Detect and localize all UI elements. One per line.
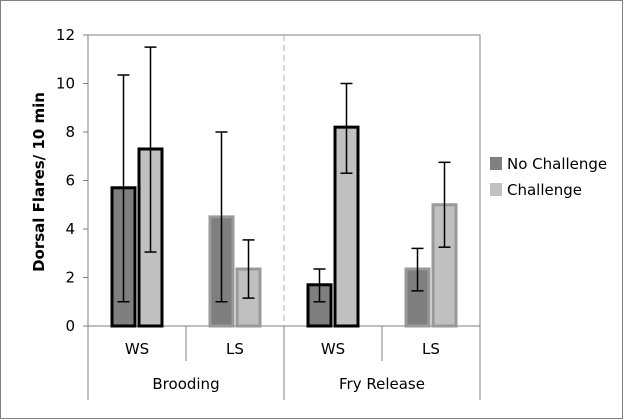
y-tick-label: 10 <box>56 75 75 93</box>
y-tick-label: 0 <box>65 317 75 335</box>
group-label: Fry Release <box>339 375 425 393</box>
y-tick-label: 8 <box>65 123 75 141</box>
y-tick-label: 12 <box>56 26 75 44</box>
category-label: LS <box>226 340 244 358</box>
error-bars <box>117 46 451 303</box>
bars <box>110 125 458 328</box>
category-axis: WS LS WS LS Brooding Fry Release <box>87 326 481 400</box>
axes: 0 2 4 6 8 10 12 <box>56 26 285 335</box>
category-label: LS <box>422 340 440 358</box>
legend: No Challenge Challenge <box>490 155 607 199</box>
y-tick-label: 4 <box>65 220 75 238</box>
y-tick-label: 6 <box>65 172 75 190</box>
category-label: WS <box>125 340 149 358</box>
legend-label: No Challenge <box>507 155 607 173</box>
legend-swatch <box>490 157 502 170</box>
legend-swatch <box>490 183 502 196</box>
y-axis-label: Dorsal Flares/ 10 min <box>30 92 48 272</box>
category-label: WS <box>321 340 345 358</box>
legend-label: Challenge <box>507 181 582 199</box>
group-label: Brooding <box>152 375 219 393</box>
y-tick-label: 2 <box>65 269 75 287</box>
